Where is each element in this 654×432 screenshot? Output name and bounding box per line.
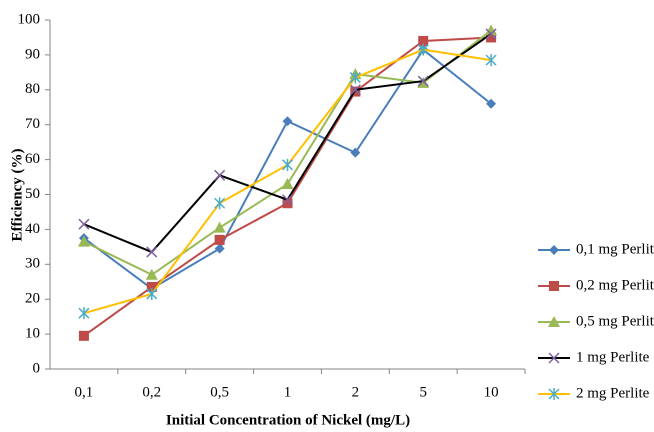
data-point xyxy=(281,158,294,171)
data-point xyxy=(213,221,226,233)
legend-marker xyxy=(548,388,560,400)
legend-label: 1 mg Perlite xyxy=(576,349,650,365)
y-tick-label: 20 xyxy=(25,291,40,307)
data-point xyxy=(145,268,158,280)
data-point xyxy=(281,194,294,206)
legend-marker xyxy=(549,245,559,255)
series-line xyxy=(83,33,492,254)
data-point xyxy=(78,330,89,341)
y-tick-label: 10 xyxy=(25,326,40,342)
legend-label: 0,1 mg Perlite xyxy=(576,241,654,257)
y-tick-label: 80 xyxy=(25,81,40,97)
data-point xyxy=(485,28,497,40)
data-point xyxy=(78,218,90,230)
y-tick-label: 40 xyxy=(25,221,40,237)
data-point xyxy=(146,287,158,300)
legend-marker xyxy=(548,352,560,364)
data-point xyxy=(486,32,497,43)
data-point xyxy=(77,235,90,247)
data-point xyxy=(282,116,293,127)
data-point xyxy=(349,71,361,84)
series-line xyxy=(83,29,492,276)
data-point xyxy=(485,24,498,36)
y-tick-label: 30 xyxy=(25,256,40,272)
x-tick-label: 1 xyxy=(284,384,292,400)
y-tick-label: 50 xyxy=(25,186,40,202)
data-point xyxy=(282,198,293,209)
x-tick-label: 0,1 xyxy=(75,384,94,400)
data-point xyxy=(417,75,429,87)
data-point xyxy=(281,178,294,190)
x-tick-label: 10 xyxy=(484,384,499,400)
data-point xyxy=(146,246,158,258)
data-point xyxy=(214,243,225,254)
data-point xyxy=(418,35,429,46)
legend-label: 2 mg Perlite xyxy=(576,385,650,401)
y-tick-label: 60 xyxy=(25,151,40,167)
data-point xyxy=(349,84,361,96)
y-axis-title: Efficiency (%) xyxy=(9,149,25,242)
y-tick-label: 0 xyxy=(33,360,41,376)
x-tick-label: 5 xyxy=(419,384,427,400)
x-tick-label: 2 xyxy=(352,384,360,400)
legend-label: 0,5 mg Perlite xyxy=(576,313,654,329)
x-axis-title: Initial Concentration of Nickel (mg/L) xyxy=(166,412,410,428)
data-point xyxy=(485,54,497,67)
data-point xyxy=(214,197,226,210)
y-tick-label: 100 xyxy=(18,11,41,27)
y-tick-label: 70 xyxy=(25,116,40,132)
data-point xyxy=(350,147,361,158)
legend-marker xyxy=(549,281,559,291)
data-point xyxy=(78,307,90,320)
data-point xyxy=(146,281,157,292)
data-point xyxy=(486,98,497,109)
y-tick-label: 90 xyxy=(25,46,40,62)
data-point xyxy=(214,169,226,181)
x-tick-label: 0,5 xyxy=(210,384,229,400)
x-tick-label: 0,2 xyxy=(142,384,161,400)
legend-marker xyxy=(548,316,560,327)
legend-label: 0,2 mg Perlite xyxy=(576,277,654,293)
data-point xyxy=(417,43,429,56)
data-point xyxy=(214,234,225,245)
